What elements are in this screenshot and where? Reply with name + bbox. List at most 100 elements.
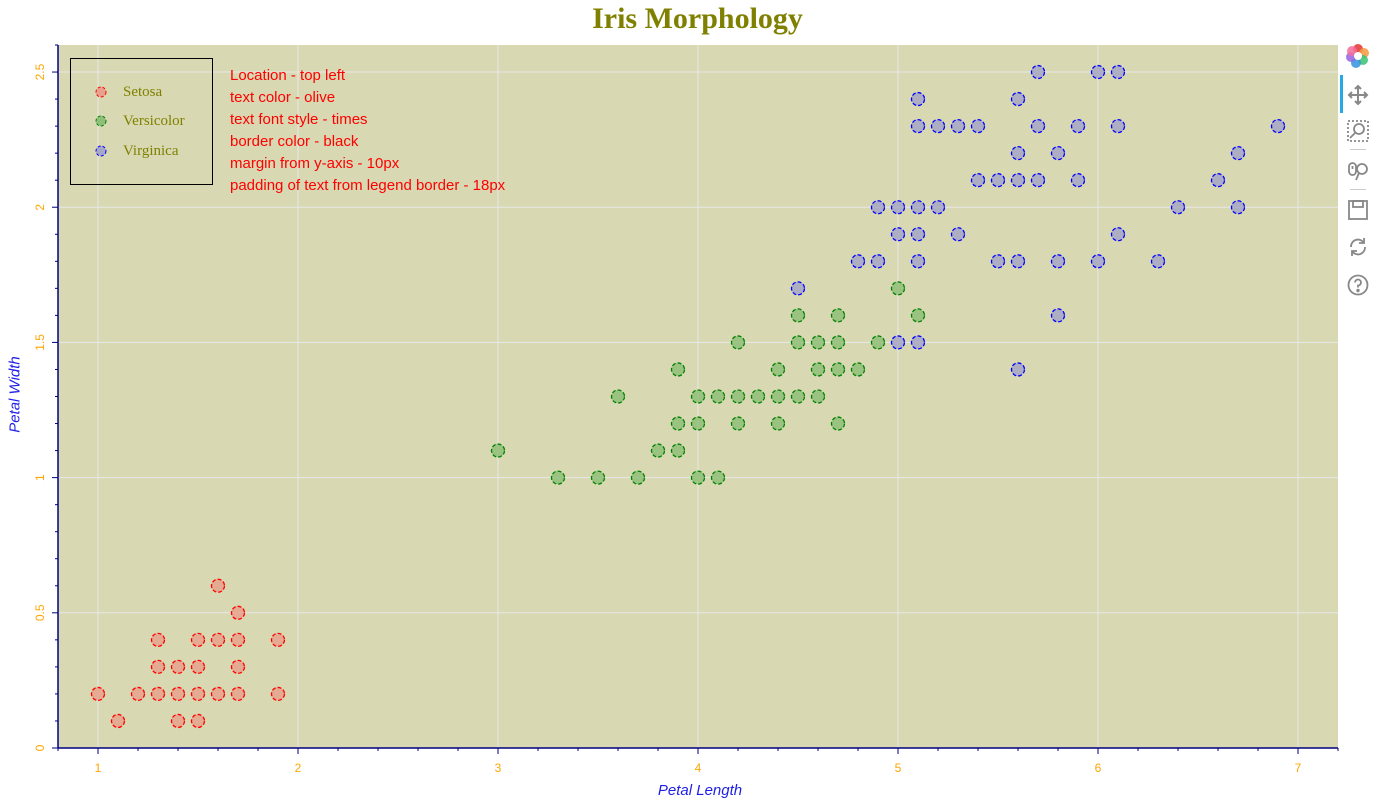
data-point-setosa[interactable]: [210, 578, 226, 593]
data-point-versicolor[interactable]: [550, 470, 566, 485]
data-point-setosa[interactable]: [110, 713, 126, 729]
data-point-setosa[interactable]: [190, 686, 206, 702]
data-point-versicolor[interactable]: [730, 389, 746, 404]
data-point-versicolor[interactable]: [830, 308, 846, 323]
data-point-setosa[interactable]: [230, 632, 246, 647]
data-point-virginica[interactable]: [1050, 308, 1066, 323]
data-point-setosa[interactable]: [230, 659, 246, 675]
data-point-virginica[interactable]: [870, 254, 886, 269]
data-point-virginica[interactable]: [910, 118, 926, 134]
data-point-virginica[interactable]: [1090, 64, 1106, 80]
data-point-versicolor[interactable]: [670, 443, 686, 458]
data-point-setosa[interactable]: [150, 686, 166, 702]
legend-item-virginica[interactable]: Virginica: [94, 141, 178, 161]
data-point-setosa[interactable]: [190, 659, 206, 675]
data-point-versicolor[interactable]: [690, 470, 706, 485]
data-point-virginica[interactable]: [1070, 173, 1086, 188]
data-point-setosa[interactable]: [210, 686, 226, 702]
data-point-virginica[interactable]: [1010, 362, 1026, 377]
data-point-virginica[interactable]: [910, 200, 926, 215]
save-tool-icon[interactable]: [1344, 196, 1372, 224]
data-point-virginica[interactable]: [910, 227, 926, 242]
data-point-virginica[interactable]: [910, 91, 926, 107]
data-point-virginica[interactable]: [990, 254, 1006, 269]
wheel-zoom-tool-icon[interactable]: [1344, 157, 1372, 185]
data-point-versicolor[interactable]: [690, 416, 706, 431]
data-point-versicolor[interactable]: [630, 470, 646, 485]
data-point-virginica[interactable]: [890, 200, 906, 215]
data-point-setosa[interactable]: [170, 686, 186, 702]
data-point-versicolor[interactable]: [710, 470, 726, 485]
data-point-virginica[interactable]: [1010, 146, 1026, 161]
legend-item-setosa[interactable]: Setosa: [94, 82, 162, 102]
data-point-versicolor[interactable]: [770, 416, 786, 431]
legend-item-versicolor[interactable]: Versicolor: [94, 111, 185, 131]
data-point-versicolor[interactable]: [710, 389, 726, 404]
box-zoom-tool-icon[interactable]: [1344, 117, 1372, 145]
data-point-virginica[interactable]: [1030, 118, 1046, 134]
data-point-setosa[interactable]: [170, 659, 186, 675]
data-point-versicolor[interactable]: [690, 389, 706, 404]
data-point-virginica[interactable]: [870, 200, 886, 215]
data-point-virginica[interactable]: [1010, 91, 1026, 107]
data-point-setosa[interactable]: [230, 686, 246, 702]
data-point-setosa[interactable]: [190, 713, 206, 729]
data-point-virginica[interactable]: [950, 118, 966, 134]
data-point-virginica[interactable]: [930, 200, 946, 215]
data-point-versicolor[interactable]: [830, 362, 846, 377]
data-point-setosa[interactable]: [150, 632, 166, 647]
data-point-virginica[interactable]: [1050, 254, 1066, 269]
data-point-versicolor[interactable]: [490, 443, 506, 458]
data-point-virginica[interactable]: [1270, 118, 1286, 134]
data-point-versicolor[interactable]: [590, 470, 606, 485]
data-point-setosa[interactable]: [130, 686, 146, 702]
data-point-virginica[interactable]: [1110, 227, 1126, 242]
data-point-setosa[interactable]: [270, 686, 286, 702]
data-point-versicolor[interactable]: [670, 362, 686, 377]
data-point-versicolor[interactable]: [650, 443, 666, 458]
help-tool-icon[interactable]: [1344, 271, 1372, 299]
data-point-versicolor[interactable]: [790, 335, 806, 350]
data-point-versicolor[interactable]: [910, 308, 926, 323]
data-point-versicolor[interactable]: [750, 389, 766, 404]
bokeh-logo-icon[interactable]: [1344, 42, 1372, 70]
data-point-versicolor[interactable]: [810, 362, 826, 377]
data-point-virginica[interactable]: [890, 335, 906, 350]
data-point-virginica[interactable]: [930, 118, 946, 134]
data-point-setosa[interactable]: [270, 632, 286, 647]
data-point-versicolor[interactable]: [870, 335, 886, 350]
data-point-setosa[interactable]: [210, 632, 226, 647]
data-point-virginica[interactable]: [890, 227, 906, 242]
data-point-virginica[interactable]: [1050, 146, 1066, 161]
data-point-virginica[interactable]: [1090, 254, 1106, 269]
data-point-versicolor[interactable]: [810, 335, 826, 350]
data-point-versicolor[interactable]: [770, 389, 786, 404]
reset-tool-icon[interactable]: [1344, 233, 1372, 261]
data-point-versicolor[interactable]: [730, 416, 746, 431]
data-point-versicolor[interactable]: [790, 308, 806, 323]
data-point-virginica[interactable]: [1010, 173, 1026, 188]
data-point-virginica[interactable]: [1010, 254, 1026, 269]
data-point-versicolor[interactable]: [830, 335, 846, 350]
data-point-setosa[interactable]: [150, 659, 166, 675]
data-point-setosa[interactable]: [230, 605, 246, 620]
data-point-virginica[interactable]: [1030, 173, 1046, 188]
scatter-plot[interactable]: 1 2 3 4 5 6 7 0 0.5 1 1.5 2 2.5: [0, 0, 1340, 808]
data-point-virginica[interactable]: [1230, 146, 1246, 161]
data-point-versicolor[interactable]: [790, 389, 806, 404]
data-point-versicolor[interactable]: [670, 416, 686, 431]
data-point-virginica[interactable]: [1110, 118, 1126, 134]
data-point-versicolor[interactable]: [610, 389, 626, 404]
data-point-virginica[interactable]: [970, 118, 986, 134]
data-point-virginica[interactable]: [1230, 200, 1246, 215]
data-point-virginica[interactable]: [950, 227, 966, 242]
data-point-virginica[interactable]: [970, 173, 986, 188]
data-point-virginica[interactable]: [1030, 64, 1046, 80]
data-point-virginica[interactable]: [1110, 64, 1126, 80]
data-point-virginica[interactable]: [990, 173, 1006, 188]
data-point-versicolor[interactable]: [850, 362, 866, 377]
data-point-virginica[interactable]: [850, 254, 866, 269]
data-point-setosa[interactable]: [190, 632, 206, 647]
data-point-versicolor[interactable]: [810, 389, 826, 404]
data-point-virginica[interactable]: [790, 281, 806, 296]
